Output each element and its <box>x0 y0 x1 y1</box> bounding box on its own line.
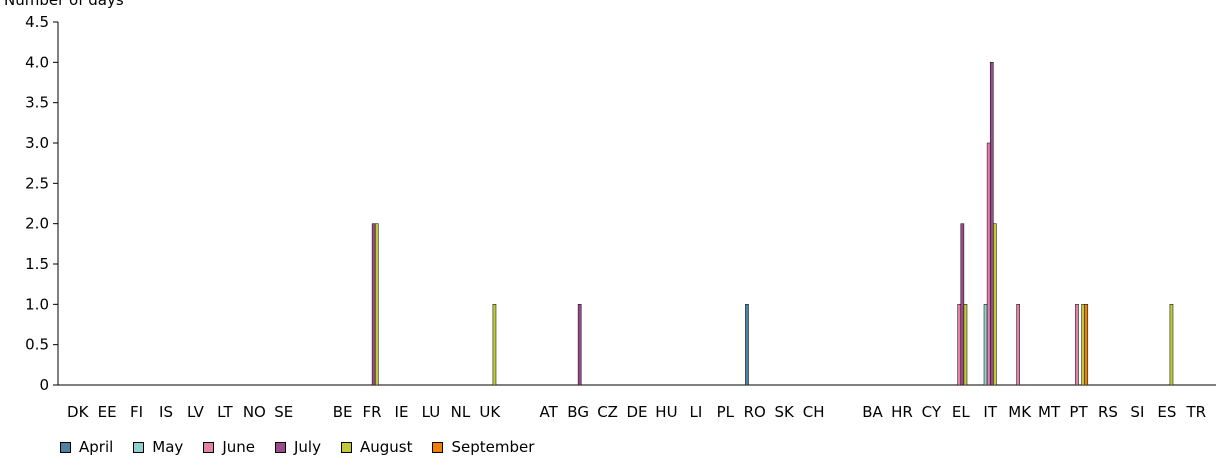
y-tick-label: 2.0 <box>25 215 49 233</box>
y-axis-label: Number of days <box>4 0 124 9</box>
legend-item-july: July <box>274 438 321 456</box>
y-tick-label: 2.5 <box>25 174 49 192</box>
x-tick-label: MK <box>1008 403 1032 421</box>
bar-pt-september <box>1084 304 1089 386</box>
bar-pt-june <box>1075 304 1079 386</box>
axes <box>53 21 1216 386</box>
x-tick-label: EE <box>98 403 117 421</box>
legend-label: April <box>79 438 114 456</box>
x-tick-label: HR <box>891 403 913 421</box>
x-tick-label: IT <box>983 403 997 421</box>
y-tick-label: 1.0 <box>25 295 49 313</box>
y-tick-label: 3.0 <box>25 134 49 152</box>
legend-swatch <box>432 441 444 453</box>
x-tick-label: PL <box>717 403 735 421</box>
legend-label: September <box>451 438 535 456</box>
x-tick-label: IS <box>159 403 173 421</box>
y-tick-label: 1.5 <box>25 255 49 273</box>
bar-mk-june <box>1016 304 1020 386</box>
x-tick-label: IE <box>395 403 409 421</box>
bar-fr-august <box>374 223 379 386</box>
legend-label: June <box>222 438 255 456</box>
legend-label: July <box>293 438 321 456</box>
x-tick-label: NO <box>243 403 266 421</box>
bar-it-july <box>989 62 994 386</box>
legend-item-august: August <box>340 438 413 456</box>
y-tick-label: 4.0 <box>25 53 49 71</box>
x-tick-label: LU <box>422 403 441 421</box>
bars <box>371 62 1174 386</box>
y-tick-label: 3.5 <box>25 94 49 112</box>
bar-es-august <box>1169 304 1174 386</box>
x-tick-label: LV <box>187 403 205 421</box>
bar-chart: DK EE FI IS LV LT NO SE BE FR IE LU NL UK AT BG CZ DE HU LI… <box>25 13 1216 421</box>
x-tick-label: PT <box>1069 403 1088 421</box>
x-tick-label: SE <box>274 403 293 421</box>
y-tick-label: 0.5 <box>25 336 49 354</box>
bar-bg-july <box>577 304 582 386</box>
y-tick-labels: 0 0.5 1.0 1.5 2.0 2.5 3.0 3.5 4.0 4.5 <box>25 13 49 394</box>
x-tick-label: BG <box>567 403 589 421</box>
x-tick-label: LI <box>689 403 702 421</box>
x-tick-label: SI <box>1130 403 1144 421</box>
x-tick-label: CY <box>922 403 942 421</box>
x-tick-label: TR <box>1185 403 1206 421</box>
x-tick-labels: DK EE FI IS LV LT NO SE BE FR IE LU NL UK AT BG CZ DE HU LI… <box>67 403 1206 421</box>
x-tick-label: EL <box>952 403 970 421</box>
x-tick-label: BE <box>333 403 353 421</box>
y-tick-label: 0 <box>39 376 49 394</box>
legend-item-may: May <box>133 438 183 456</box>
bar-pt-august <box>1081 304 1085 386</box>
legend-label: August <box>359 438 413 456</box>
x-tick-label: DE <box>626 403 647 421</box>
bar-fr-july <box>371 223 376 386</box>
bar-uk-august <box>492 304 497 386</box>
legend-item-september: September <box>432 438 534 456</box>
x-tick-label: CH <box>803 403 825 421</box>
legend-swatch <box>133 441 145 453</box>
legend-swatch <box>60 441 71 453</box>
bar-it-august <box>993 223 997 386</box>
legend-item-april: April <box>60 438 113 456</box>
legend-swatch <box>340 441 352 453</box>
x-tick-label: BA <box>862 403 883 421</box>
x-tick-label: HU <box>655 403 677 421</box>
x-tick-label: MT <box>1038 403 1061 421</box>
bar-it-june <box>986 142 991 386</box>
bar-el-august <box>963 304 968 386</box>
x-tick-label: UK <box>479 403 501 421</box>
legend-swatch <box>274 441 286 453</box>
legend-swatch <box>203 441 215 453</box>
legend: April May June July August September <box>60 438 554 456</box>
x-tick-label: RS <box>1098 403 1118 421</box>
legend-item-june: June <box>203 438 255 456</box>
bar-el-july <box>960 223 965 386</box>
x-tick-label: NL <box>451 403 471 421</box>
x-tick-label: ES <box>1157 403 1176 421</box>
x-tick-label: LT <box>217 403 233 421</box>
x-tick-label: DK <box>67 403 90 421</box>
legend-label: May <box>152 438 184 456</box>
x-tick-label: SK <box>774 403 795 421</box>
bar-ro-april <box>745 304 749 386</box>
x-tick-label: AT <box>540 403 559 421</box>
x-tick-label: FR <box>363 403 382 421</box>
bar-it-may <box>983 304 988 386</box>
bar-el-june <box>957 304 962 386</box>
x-tick-label: CZ <box>597 403 618 421</box>
y-tick-label: 4.5 <box>25 13 49 31</box>
x-tick-label: FI <box>130 403 143 421</box>
x-tick-label: RO <box>744 403 766 421</box>
